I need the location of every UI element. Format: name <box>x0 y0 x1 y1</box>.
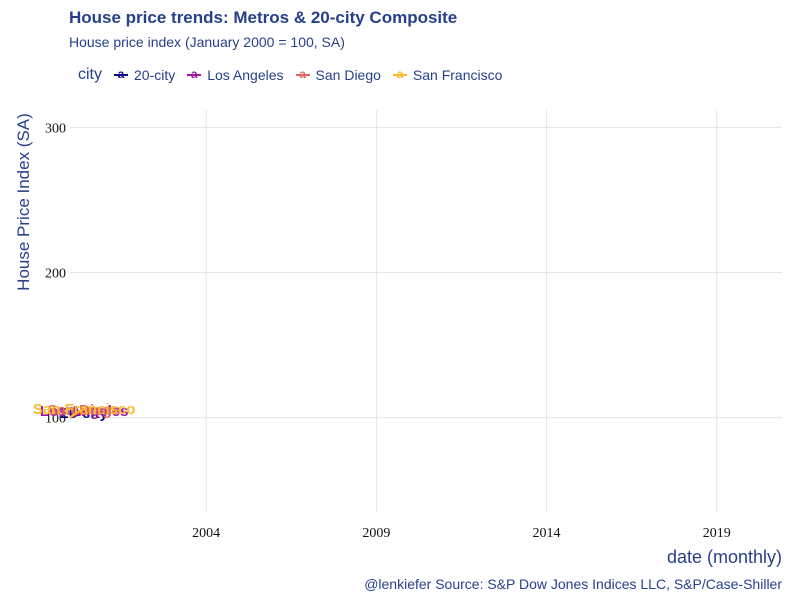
y-axis-label: House Price Index (SA) <box>14 113 33 291</box>
x-axis-label: date (monthly) <box>666 547 782 567</box>
y-tick-label: 200 <box>45 267 66 282</box>
legend-item: a San Francisco <box>392 67 503 83</box>
series-line <box>69 408 85 419</box>
series-end-label: San Francisco <box>33 401 136 418</box>
legend-label: 20-city <box>134 67 176 83</box>
chart-subtitle: House price index (January 2000 = 100, S… <box>69 34 345 50</box>
x-tick-label: 2019 <box>703 526 731 541</box>
legend-item: a Los Angeles <box>187 67 284 83</box>
x-tick-label: 2009 <box>362 526 390 541</box>
legend-key-icon: a <box>114 67 128 82</box>
legend-title: city <box>78 66 102 83</box>
series-end-label: 20-city <box>60 405 108 422</box>
legend-key-glyph: a <box>396 67 404 81</box>
x-tick-label: 2014 <box>533 526 561 541</box>
legend-item: a San Diego <box>295 67 381 83</box>
y-tick-label: 100 <box>45 412 66 427</box>
legend-key-line <box>114 74 128 76</box>
caption: @lenkiefer Source: S&P Dow Jones Indices… <box>364 576 782 592</box>
y-tick-label: 300 <box>45 121 66 136</box>
legend-key-glyph: a <box>190 67 198 81</box>
legend-items: a 20-city a Los Angeles a San Diego a San Franc… <box>114 67 514 83</box>
x-tick-label: 2004 <box>192 526 220 541</box>
legend-key-glyph: a <box>299 67 306 81</box>
series-end-label: San Diego <box>48 402 121 419</box>
legend-label: Los Angeles <box>207 67 284 83</box>
legend-key-icon: a <box>187 67 202 82</box>
legend-item: a 20-city <box>114 67 175 83</box>
series-end-label: Los Angeles <box>40 403 129 420</box>
legend-key-line <box>295 74 310 76</box>
legend-key-icon: a <box>295 67 310 82</box>
legend-label: San Diego <box>315 67 381 83</box>
legend-key-line <box>187 74 202 76</box>
legend-key-icon: a <box>392 67 407 82</box>
legend-label: San Francisco <box>412 67 503 83</box>
legend: city a 20-city a Los Angeles a San Diego a San … <box>78 66 514 84</box>
legend-key-line <box>392 74 407 76</box>
legend-key-glyph: a <box>117 67 125 81</box>
chart-title: House price trends: Metros & 20-city Com… <box>69 8 458 27</box>
